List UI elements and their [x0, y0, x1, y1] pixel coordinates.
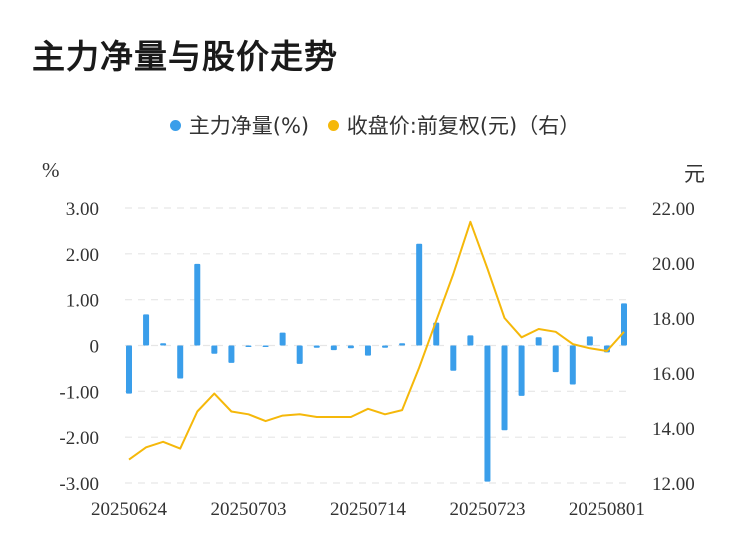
net-flow-bar	[143, 314, 150, 346]
legend-label-close-price: 收盘价:前复权(元)（右）	[346, 114, 581, 138]
net-flow-bar	[621, 303, 627, 346]
right-axis-tick-label: 18.00	[652, 309, 695, 330]
net-flow-bar	[484, 345, 491, 482]
right-axis-tick-label: 22.00	[652, 199, 695, 220]
net-flow-bar	[552, 345, 559, 373]
left-axis-tick-label: -3.00	[59, 474, 99, 495]
net-flow-bar	[399, 343, 406, 346]
chart-title: 主力净量与股价走势	[32, 37, 338, 76]
left-axis-unit: %	[42, 158, 60, 182]
net-flow-bar	[347, 345, 354, 349]
legend-line-marker-icon	[327, 119, 339, 131]
legend-label-net-flow: 主力净量(%)	[188, 114, 310, 138]
net-flow-bar	[262, 345, 269, 347]
left-axis-tick-label: 0	[90, 337, 100, 358]
net-flow-bar	[364, 345, 371, 356]
legend: 主力净量(%) 收盘价:前复权(元)（右）	[0, 110, 750, 140]
right-axis-unit: 元	[684, 162, 705, 186]
left-axis-tick-label: 2.00	[66, 245, 99, 266]
right-axis-tick-label: 14.00	[652, 419, 695, 440]
net-flow-bar	[194, 263, 201, 346]
net-flow-bar	[330, 345, 337, 351]
x-axis-tick-label: 20250714	[330, 499, 407, 520]
legend-item-net-flow[interactable]: 主力净量(%)	[169, 110, 310, 140]
net-flow-bar	[211, 345, 218, 354]
net-flow-bar	[313, 345, 320, 348]
x-axis-tick-label: 20250723	[449, 499, 525, 520]
left-axis-tick-label: 1.00	[66, 291, 99, 312]
net-flow-bar	[450, 345, 457, 371]
net-flow-bar	[177, 345, 184, 379]
net-flow-bar	[569, 345, 576, 385]
close-price-line	[128, 220, 625, 461]
left-axis-tick-label: -1.00	[59, 382, 99, 403]
net-flow-bar	[433, 322, 440, 346]
net-flow-bar	[518, 345, 525, 396]
right-axis-tick-label: 16.00	[652, 364, 695, 385]
left-axis-tick-label: -2.00	[59, 428, 99, 449]
right-axis-tick-label: 12.00	[652, 474, 695, 495]
legend-bar-marker-icon	[169, 119, 181, 131]
net-flow-bar	[296, 345, 303, 364]
net-flow-bar	[586, 336, 593, 346]
net-flow-bar	[382, 345, 389, 348]
net-flow-bar	[416, 243, 423, 346]
net-flow-bar	[160, 343, 167, 346]
net-flow-bar	[535, 337, 542, 346]
net-flow-bar	[501, 345, 508, 431]
net-flow-bar	[245, 345, 252, 347]
left-axis-tick-label: 3.00	[66, 199, 99, 220]
net-flow-bar	[126, 345, 132, 394]
net-flow-bar	[279, 332, 286, 346]
net-flow-bar	[228, 345, 235, 363]
x-axis-tick-label: 20250703	[210, 499, 286, 520]
x-axis-tick-label: 20250624	[91, 499, 168, 520]
legend-item-close-price[interactable]: 收盘价:前复权(元)（右）	[327, 110, 581, 140]
right-axis-tick-label: 20.00	[652, 254, 695, 275]
net-flow-bar	[467, 335, 474, 346]
x-axis-tick-label: 20250801	[569, 499, 645, 520]
